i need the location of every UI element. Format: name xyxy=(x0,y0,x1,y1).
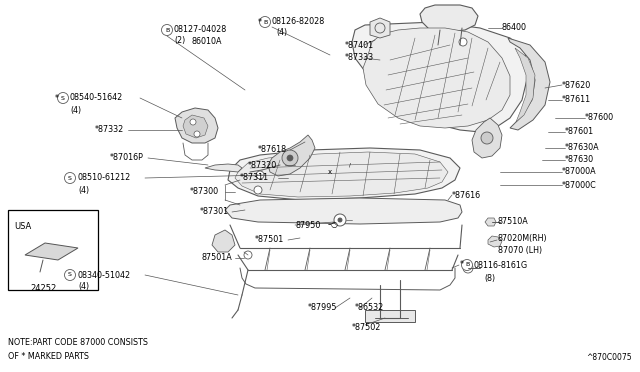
Text: USA: USA xyxy=(14,222,31,231)
Text: OF * MARKED PARTS: OF * MARKED PARTS xyxy=(8,352,89,361)
Text: *87616: *87616 xyxy=(452,190,481,199)
Circle shape xyxy=(194,131,200,137)
Polygon shape xyxy=(472,118,502,158)
Polygon shape xyxy=(488,236,502,247)
Text: *87995: *87995 xyxy=(308,304,337,312)
Text: –○: –○ xyxy=(328,221,339,230)
Circle shape xyxy=(254,186,262,194)
Text: 87020M(RH): 87020M(RH) xyxy=(498,234,548,243)
Polygon shape xyxy=(225,198,462,224)
Text: B: B xyxy=(165,28,169,32)
Text: *87401: *87401 xyxy=(345,41,374,49)
Text: *87311: *87311 xyxy=(240,173,269,183)
Text: /: / xyxy=(349,163,351,167)
Polygon shape xyxy=(515,48,535,122)
Text: (4): (4) xyxy=(276,29,287,38)
Circle shape xyxy=(461,260,472,270)
Polygon shape xyxy=(25,243,78,260)
Polygon shape xyxy=(508,38,550,130)
Polygon shape xyxy=(235,152,448,197)
Text: *87611: *87611 xyxy=(562,96,591,105)
Polygon shape xyxy=(485,218,496,226)
Circle shape xyxy=(65,269,76,280)
Text: B: B xyxy=(465,263,469,267)
Text: S: S xyxy=(68,176,72,180)
Text: (4): (4) xyxy=(78,186,89,195)
Text: 08510-61212: 08510-61212 xyxy=(78,173,131,183)
Text: 08540-51642: 08540-51642 xyxy=(70,93,124,103)
Text: 87510A: 87510A xyxy=(498,218,529,227)
Text: *87502: *87502 xyxy=(352,324,381,333)
Polygon shape xyxy=(365,310,415,322)
Text: 86400: 86400 xyxy=(502,23,527,32)
Circle shape xyxy=(161,25,173,35)
Text: 87950: 87950 xyxy=(295,221,321,230)
Circle shape xyxy=(259,16,271,28)
Polygon shape xyxy=(228,148,460,200)
Polygon shape xyxy=(420,5,478,32)
Text: (4): (4) xyxy=(70,106,81,115)
Text: 08340-51042: 08340-51042 xyxy=(78,270,131,279)
Circle shape xyxy=(287,155,293,161)
Text: S: S xyxy=(61,96,65,100)
Polygon shape xyxy=(370,18,390,38)
Text: *87000C: *87000C xyxy=(562,180,596,189)
Circle shape xyxy=(256,171,264,179)
Text: 08127-04028: 08127-04028 xyxy=(174,26,227,35)
Circle shape xyxy=(58,93,68,103)
Text: S: S xyxy=(68,273,72,278)
Text: *: * xyxy=(55,93,59,103)
Text: *87000A: *87000A xyxy=(562,167,596,176)
Circle shape xyxy=(282,150,298,166)
Polygon shape xyxy=(183,115,208,138)
Circle shape xyxy=(463,263,473,273)
Text: 08126-82028: 08126-82028 xyxy=(272,17,325,26)
Circle shape xyxy=(334,214,346,226)
Text: *87630A: *87630A xyxy=(565,144,600,153)
Circle shape xyxy=(459,38,467,46)
Text: *87333: *87333 xyxy=(345,54,374,62)
Polygon shape xyxy=(352,22,528,132)
Text: B: B xyxy=(263,19,267,25)
Polygon shape xyxy=(212,230,235,252)
Text: 24252: 24252 xyxy=(30,284,56,293)
Text: *86532: *86532 xyxy=(355,304,384,312)
Text: *: * xyxy=(460,260,464,269)
Text: *87300: *87300 xyxy=(190,187,219,196)
Text: 87501A: 87501A xyxy=(202,253,233,263)
Circle shape xyxy=(65,173,76,183)
Circle shape xyxy=(338,218,342,222)
Text: *87601: *87601 xyxy=(565,128,594,137)
Text: *87320: *87320 xyxy=(248,160,277,170)
Text: *87016P: *87016P xyxy=(110,154,144,163)
Text: x: x xyxy=(328,169,332,175)
Text: (2): (2) xyxy=(174,36,185,45)
Polygon shape xyxy=(363,28,510,128)
Text: *87630: *87630 xyxy=(565,155,594,164)
Circle shape xyxy=(244,251,252,259)
Text: *87618: *87618 xyxy=(258,145,287,154)
Polygon shape xyxy=(268,135,315,176)
Circle shape xyxy=(190,119,196,125)
Text: *87600: *87600 xyxy=(585,113,614,122)
Text: *87301: *87301 xyxy=(200,208,229,217)
Bar xyxy=(8,210,98,290)
Text: NOTE:PART CODE 87000 CONSISTS: NOTE:PART CODE 87000 CONSISTS xyxy=(8,338,148,347)
Text: *87501: *87501 xyxy=(255,235,284,244)
Polygon shape xyxy=(205,164,242,172)
Text: 87070 (LH): 87070 (LH) xyxy=(498,246,542,254)
Text: ^870C0075: ^870C0075 xyxy=(586,353,632,362)
Text: 08116-8161G: 08116-8161G xyxy=(474,260,528,269)
Text: 86010A: 86010A xyxy=(192,36,223,45)
Text: (4): (4) xyxy=(78,282,89,292)
Text: *87332: *87332 xyxy=(95,125,124,135)
Polygon shape xyxy=(175,108,218,143)
Text: *: * xyxy=(258,17,262,26)
Text: (8): (8) xyxy=(484,273,495,282)
Circle shape xyxy=(481,132,493,144)
Text: *87620: *87620 xyxy=(562,80,591,90)
